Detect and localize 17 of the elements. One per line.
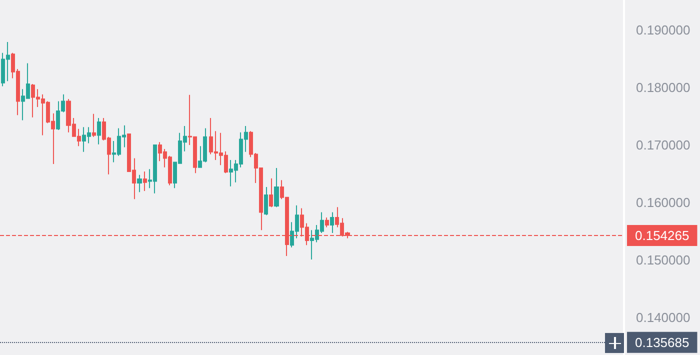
- candlestick: [264, 186, 268, 216]
- candlestick: [274, 168, 279, 208]
- candlestick: [330, 212, 334, 234]
- candlestick: [325, 216, 329, 228]
- candlestick: [92, 113, 96, 138]
- candlestick: [137, 174, 142, 193]
- y-tick-label: 0.170000: [636, 137, 690, 152]
- ref-line-label: 0.154265: [635, 228, 690, 244]
- y-tick-label: 0.150000: [636, 252, 690, 268]
- candlestick: [143, 170, 147, 192]
- y-tick-label: 0.180000: [636, 80, 690, 95]
- candlestick: [269, 178, 273, 208]
- y-tick-label: 0.140000: [636, 310, 690, 326]
- ref-line-label: 0.135685: [635, 334, 690, 350]
- y-tick-label: 0.160000: [636, 195, 690, 210]
- candlestick: [97, 117, 101, 145]
- y-tick-label: 0.190000: [636, 22, 690, 38]
